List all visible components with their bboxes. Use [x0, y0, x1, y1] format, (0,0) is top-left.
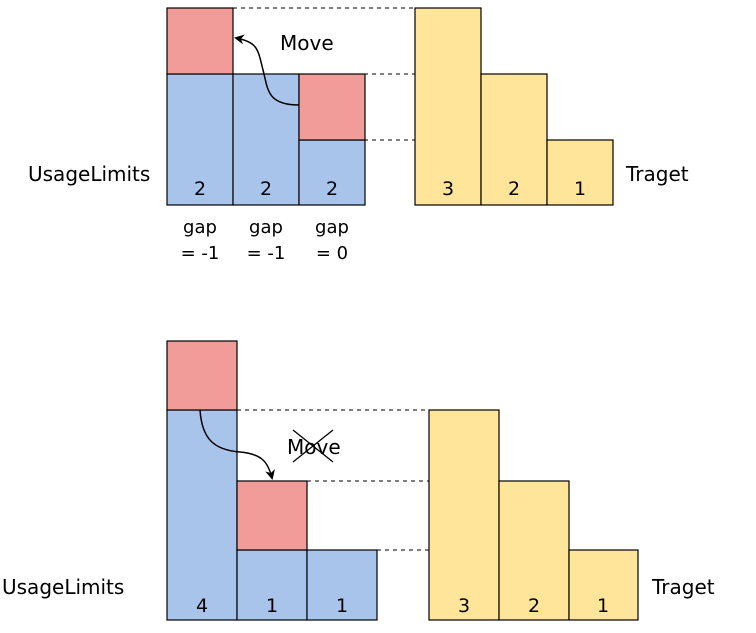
bottom-target-value-1: 3: [458, 595, 470, 617]
bottom-target-label: Traget: [651, 575, 715, 599]
top-usage-label: UsageLimits: [28, 162, 150, 186]
top-gap-2-line2: = -1: [247, 243, 286, 264]
top-target-value-2: 2: [508, 178, 520, 200]
top-target-block-3: [546, 139, 614, 206]
top-target-block-2: [480, 73, 548, 206]
bottom-usage-value-2: 1: [266, 595, 278, 617]
top-target-value-3: 1: [574, 178, 586, 200]
top-gap-1-line2: = -1: [181, 243, 220, 264]
bottom-usage-value-1: 4: [196, 595, 208, 617]
bottom-usage-label: UsageLimits: [2, 575, 124, 599]
bottom-move-arrow: [199, 409, 275, 480]
top-excess-block: [166, 7, 234, 75]
top-target-block-1: [414, 7, 482, 206]
top-usage-block-3: [298, 139, 366, 206]
bottom-usage-block-3: [306, 549, 378, 621]
bottom-target-block-1: [428, 409, 500, 621]
top-move-arrow: [234, 34, 300, 106]
bottom-usage-block-2: [236, 549, 308, 621]
top-usage-block-2: [232, 73, 300, 206]
bottom-diagram: Move 4 1 1 3 2 1 UsageLimits Traget: [2, 340, 715, 621]
top-move-label: Move: [280, 31, 334, 55]
top-usage-value-1: 2: [194, 178, 206, 200]
bottom-filled-block: [236, 480, 308, 551]
top-filled-block: [298, 73, 366, 141]
bottom-target-block-3: [568, 549, 639, 621]
bottom-target-value-3: 1: [597, 595, 609, 617]
top-usage-value-2: 2: [260, 178, 272, 200]
bottom-excess-block: [166, 340, 238, 411]
top-gap-2-line1: gap: [249, 217, 283, 238]
top-gap-1-line1: gap: [183, 217, 217, 238]
bottom-usage-value-3: 1: [336, 595, 348, 617]
top-target-label: Traget: [625, 162, 689, 186]
top-gap-3-line2: = 0: [316, 243, 348, 264]
top-usage-block-1: [166, 73, 234, 206]
bottom-move-cross-2: [292, 429, 334, 463]
top-usage-value-3: 2: [326, 178, 338, 200]
bottom-usage-block-1: [166, 409, 238, 621]
top-gap-3-line1: gap: [315, 217, 349, 238]
top-target-value-1: 3: [442, 178, 454, 200]
bottom-target-value-2: 2: [528, 595, 540, 617]
top-diagram: Move 2 2 2 3 2 1 UsageLimits Traget gap …: [28, 7, 689, 264]
